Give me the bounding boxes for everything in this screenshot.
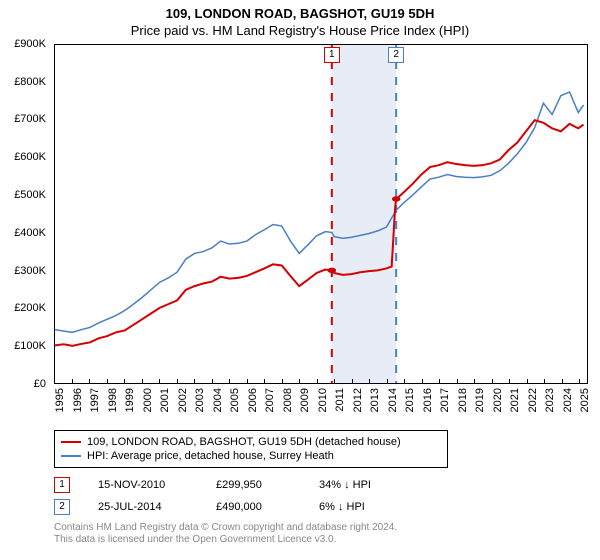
x-tick-label: 2024 xyxy=(562,388,574,412)
y-tick-label: £600K xyxy=(14,151,46,163)
x-tick-label: 2001 xyxy=(159,388,171,412)
x-tick-label: 2006 xyxy=(247,388,259,412)
x-tick-label: 2016 xyxy=(422,388,434,412)
x-tick-label: 2000 xyxy=(142,388,154,412)
y-tick-label: £500K xyxy=(14,189,46,201)
x-tick-label: 2025 xyxy=(579,388,591,412)
x-tick-label: 2021 xyxy=(509,388,521,412)
sale-marker-flag: 2 xyxy=(388,47,404,63)
x-tick-label: 1995 xyxy=(54,388,66,412)
x-tick-label: 2017 xyxy=(439,388,451,412)
sales-table: 1 15-NOV-2010 £299,950 34% ↓ HPI 2 25-JUL-201… xyxy=(54,474,590,518)
y-tick-label: £300K xyxy=(14,265,46,277)
x-tick-label: 2018 xyxy=(457,388,469,412)
plot-area: 12 xyxy=(54,44,588,384)
x-tick-label: 2004 xyxy=(212,388,224,412)
plot-zone: £0£100K£200K£300K£400K£500K£600K£700K£80… xyxy=(54,44,588,384)
x-tick-label: 2008 xyxy=(282,388,294,412)
legend-box: 109, LONDON ROAD, BAGSHOT, GU19 5DH (det… xyxy=(54,430,448,468)
y-tick-label: £0 xyxy=(34,378,46,390)
chart-svg xyxy=(55,45,587,383)
x-tick-label: 1998 xyxy=(107,388,119,412)
sale-hpi-delta: 34% ↓ HPI xyxy=(319,479,409,491)
y-tick-label: £800K xyxy=(14,76,46,88)
x-tick-label: 2003 xyxy=(194,388,206,412)
legend-swatch xyxy=(61,455,81,457)
x-tick-label: 2023 xyxy=(544,388,556,412)
legend-swatch xyxy=(61,441,81,443)
legend-row: HPI: Average price, detached house, Surr… xyxy=(61,449,441,463)
sale-hpi-delta: 6% ↓ HPI xyxy=(319,501,409,513)
y-tick-label: £700K xyxy=(14,113,46,125)
x-tick-label: 2005 xyxy=(229,388,241,412)
x-tick-label: 2015 xyxy=(404,388,416,412)
y-tick-label: £100K xyxy=(14,340,46,352)
page-title: 109, LONDON ROAD, BAGSHOT, GU19 5DH xyxy=(10,6,590,23)
x-axis-labels: 1995 1996 1997 1998 1999 2000 2001 2002 2003 2004… xyxy=(54,384,588,422)
sale-row: 2 25-JUL-2014 £490,000 6% ↓ HPI xyxy=(54,496,590,518)
legend-label: 109, LONDON ROAD, BAGSHOT, GU19 5DH (det… xyxy=(87,436,401,448)
footer-attribution: Contains HM Land Registry data © Crown c… xyxy=(54,522,590,547)
x-tick-label: 2011 xyxy=(334,388,346,412)
x-tick-label: 2014 xyxy=(387,388,399,412)
sale-price: £490,000 xyxy=(216,501,291,513)
x-tick-label: 1999 xyxy=(124,388,136,412)
footer-line1: Contains HM Land Registry data © Crown c… xyxy=(54,522,590,535)
y-tick-label: £900K xyxy=(14,38,46,50)
x-tick-label: 2012 xyxy=(352,388,364,412)
y-axis-labels: £0£100K£200K£300K£400K£500K£600K£700K£80… xyxy=(6,44,50,384)
sale-marker-box: 1 xyxy=(54,477,70,493)
x-tick-label: 2013 xyxy=(369,388,381,412)
legend-row: 109, LONDON ROAD, BAGSHOT, GU19 5DH (det… xyxy=(61,435,441,449)
y-tick-label: £200K xyxy=(14,302,46,314)
sale-date: 25-JUL-2014 xyxy=(98,501,188,513)
y-tick-label: £400K xyxy=(14,227,46,239)
x-tick-label: 2019 xyxy=(474,388,486,412)
x-tick-label: 1996 xyxy=(72,388,84,412)
chart-container: 109, LONDON ROAD, BAGSHOT, GU19 5DH Pric… xyxy=(0,0,600,551)
x-tick-label: 2007 xyxy=(264,388,276,412)
sale-marker-flag: 1 xyxy=(324,47,340,63)
page-subtitle: Price paid vs. HM Land Registry's House … xyxy=(10,23,590,38)
x-tick-label: 1997 xyxy=(89,388,101,412)
x-tick-label: 2020 xyxy=(492,388,504,412)
sale-marker-box: 2 xyxy=(54,499,70,515)
sale-row: 1 15-NOV-2010 £299,950 34% ↓ HPI xyxy=(54,474,590,496)
x-tick-label: 2009 xyxy=(299,388,311,412)
sale-date: 15-NOV-2010 xyxy=(98,479,188,491)
x-tick-label: 2002 xyxy=(177,388,189,412)
x-tick-label: 2010 xyxy=(317,388,329,412)
footer-line2: This data is licensed under the Open Gov… xyxy=(54,534,590,547)
legend-label: HPI: Average price, detached house, Surr… xyxy=(87,450,334,462)
x-tick-label: 2022 xyxy=(527,388,539,412)
sale-price: £299,950 xyxy=(216,479,291,491)
